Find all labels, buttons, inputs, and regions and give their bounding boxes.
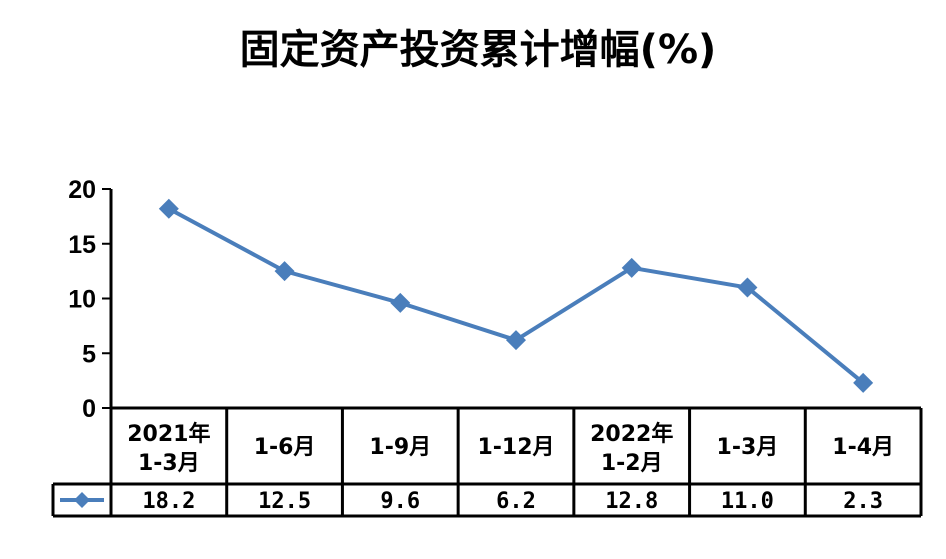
series-line-group: [158, 198, 874, 393]
series-line: [167, 206, 865, 385]
legend-marker: [74, 492, 90, 508]
data-point-marker: [621, 257, 642, 278]
data-table-value: 11.0: [721, 489, 774, 514]
category-label: 1-6月: [254, 435, 316, 460]
data-table-value: 2.3: [843, 489, 883, 514]
y-tick-label: 5: [82, 340, 96, 368]
data-point-marker: [274, 261, 295, 282]
category-label: 1-3月: [717, 435, 779, 460]
data-point-marker: [853, 372, 874, 393]
data-table-value: 18.2: [142, 489, 195, 514]
data-point-marker: [158, 198, 179, 219]
category-label-line2: 1-3月: [138, 451, 200, 476]
y-tick-label: 0: [82, 395, 96, 423]
chart-title: 固定资产投资累计增幅(%): [240, 27, 717, 73]
category-label-line2: 1-2月: [601, 451, 663, 476]
y-axis: 0 5 10 15 20: [68, 176, 113, 423]
data-point-marker: [737, 277, 758, 298]
data-table-value: 12.8: [605, 489, 658, 514]
y-tick-label: 20: [68, 176, 96, 204]
y-tick-label: 10: [68, 286, 96, 314]
data-table-value: 6.2: [496, 489, 536, 514]
category-label: 1-9月: [369, 435, 431, 460]
data-point-marker: [390, 292, 411, 313]
y-tick-label: 15: [68, 231, 96, 259]
category-label: 1-4月: [832, 435, 894, 460]
category-label-line1: 2021年: [127, 421, 210, 447]
data-point-marker: [506, 330, 526, 351]
data-table-value: 12.5: [258, 489, 311, 514]
data-table-value: 9.6: [380, 489, 420, 514]
category-label: 1-12月: [477, 435, 554, 460]
category-label-line1: 2022年: [590, 421, 673, 447]
data-table: 2021年 1-3月 1-6月 1-9月 1-12月 2022年 1-2月 1-3月 1-4月 1…: [51, 406, 923, 518]
